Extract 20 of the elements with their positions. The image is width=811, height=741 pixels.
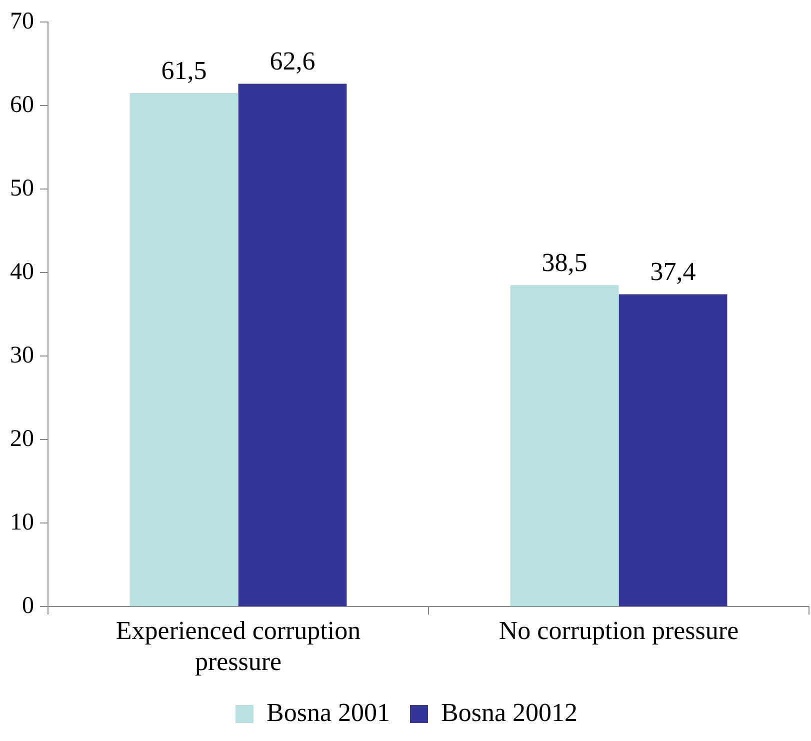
y-tick-label: 10 — [10, 509, 34, 536]
y-tick-label: 30 — [10, 342, 34, 368]
y-tick-label: 70 — [10, 8, 34, 34]
y-tick-label: 40 — [10, 258, 34, 285]
bar — [238, 84, 347, 606]
data-label: 62,6 — [270, 46, 316, 76]
legend-label: Bosna 20012 — [441, 698, 578, 727]
legend-label: Bosna 2001 — [266, 698, 390, 727]
bar — [130, 92, 238, 606]
bar — [618, 294, 728, 606]
data-label: 61,5 — [161, 56, 207, 85]
y-tick-label: 20 — [10, 426, 34, 452]
x-tick-label: No corruption pressure — [498, 616, 739, 646]
x-tick-label: Experienced corruption pressure — [116, 616, 361, 676]
bar — [510, 285, 619, 606]
data-label: 37,4 — [650, 257, 696, 286]
y-tick-label: 60 — [10, 92, 34, 118]
data-label: 38,5 — [542, 248, 588, 277]
y-tick-label: 50 — [10, 175, 34, 202]
y-tick-label: 0 — [22, 592, 34, 619]
